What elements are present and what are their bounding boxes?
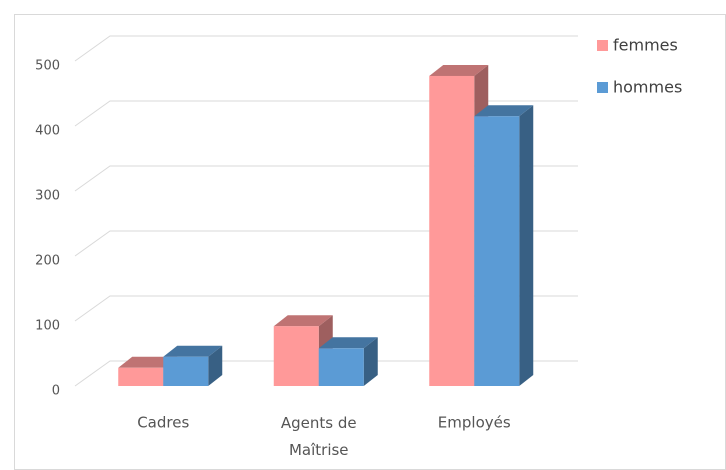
bar-front	[163, 356, 209, 386]
bar-top	[429, 64, 489, 76]
legend-label: femmes	[613, 36, 678, 55]
bar-side	[363, 337, 378, 386]
grid-line	[74, 295, 578, 322]
y-tick-label: 100	[35, 319, 60, 334]
bar	[318, 337, 378, 386]
bar-front	[474, 116, 520, 386]
grid-line	[74, 165, 578, 192]
grid-line	[74, 360, 578, 387]
y-tick-label: 0	[52, 384, 60, 399]
legend-label: hommes	[613, 78, 682, 97]
bar-top	[163, 345, 223, 357]
bar	[163, 345, 223, 386]
bar-front	[118, 367, 164, 386]
legend-swatch	[597, 40, 608, 51]
x-tick-label: Agents de Maîtrise	[281, 414, 357, 459]
y-tick-label: 500	[35, 59, 60, 74]
x-tick-label: Employés	[438, 414, 511, 432]
legend-swatch	[597, 82, 608, 93]
x-tick-label: Cadres	[137, 414, 189, 432]
grid-line	[74, 100, 578, 127]
x-tick-label-line: Agents de	[281, 414, 357, 432]
y-tick-label: 300	[35, 189, 60, 204]
bar-front	[273, 326, 319, 386]
grid-line	[74, 230, 578, 257]
bar-side	[208, 345, 223, 386]
y-tick-label: 400	[35, 124, 60, 139]
bar-top	[474, 105, 534, 117]
x-tick-label-line: Maîtrise	[289, 441, 349, 459]
bar-side	[519, 105, 534, 386]
bar	[474, 105, 534, 386]
grid-line	[74, 35, 578, 62]
bar-top	[273, 315, 333, 327]
bar-top	[118, 356, 178, 368]
bar-front	[429, 75, 475, 386]
y-tick-label: 200	[35, 254, 60, 269]
bar-top	[318, 337, 378, 349]
bar-front	[318, 348, 364, 386]
